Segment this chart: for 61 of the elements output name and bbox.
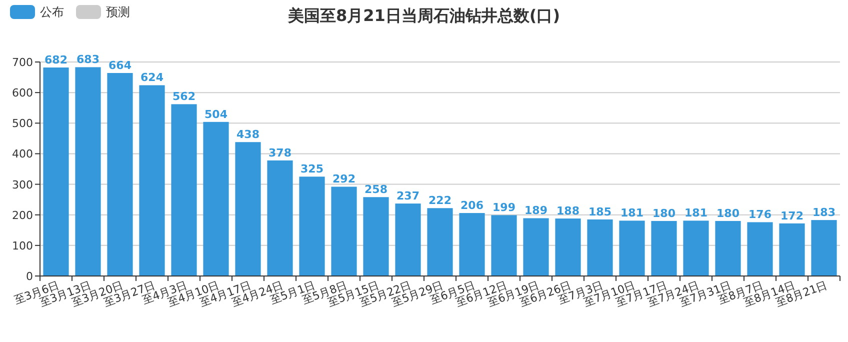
bar — [619, 220, 645, 276]
chart-title: 美国至8月21日当周石油钻井总数(口) — [286, 6, 560, 25]
bar — [235, 142, 261, 276]
bar — [587, 219, 613, 276]
data-label: 237 — [396, 190, 420, 203]
legend-label: 公布 — [40, 5, 64, 19]
bar — [683, 220, 709, 276]
data-label: 183 — [812, 206, 836, 220]
bar — [395, 204, 421, 276]
bar — [747, 222, 773, 276]
data-label: 206 — [460, 199, 484, 212]
bar — [459, 213, 485, 276]
data-label: 258 — [364, 183, 388, 196]
data-label: 181 — [620, 206, 644, 220]
bar — [171, 104, 197, 276]
y-tick-label: 0 — [26, 270, 33, 283]
data-label: 325 — [300, 162, 324, 176]
bar — [555, 218, 581, 276]
data-label: 180 — [652, 206, 676, 220]
bar — [331, 186, 357, 276]
data-label: 181 — [684, 206, 708, 220]
data-label: 189 — [524, 204, 548, 218]
data-label: 438 — [236, 128, 260, 142]
data-label: 292 — [332, 172, 356, 186]
bar — [811, 220, 837, 276]
bar — [299, 176, 325, 276]
data-label: 199 — [492, 201, 516, 214]
y-tick-label: 200 — [12, 208, 33, 222]
data-label: 188 — [556, 204, 580, 218]
bar — [43, 68, 69, 276]
bar — [715, 220, 741, 276]
y-tick-label: 500 — [12, 117, 33, 130]
data-label: 682 — [44, 54, 68, 67]
data-label: 185 — [588, 205, 612, 218]
bar — [107, 73, 133, 276]
bar — [139, 85, 165, 276]
y-tick-label: 300 — [12, 178, 33, 192]
data-label: 378 — [268, 146, 292, 160]
y-tick-label: 400 — [12, 148, 33, 161]
data-label: 504 — [204, 108, 228, 121]
data-label: 172 — [780, 209, 804, 222]
data-label: 562 — [172, 90, 196, 104]
bar — [523, 218, 549, 276]
bar — [779, 223, 805, 276]
data-label: 222 — [428, 194, 452, 208]
data-label: 624 — [140, 71, 164, 84]
data-label: 176 — [748, 208, 772, 222]
bar — [203, 122, 229, 276]
data-label: 664 — [108, 59, 132, 72]
legend-label: 预测 — [106, 5, 130, 19]
data-label: 683 — [76, 53, 100, 66]
y-tick-label: 600 — [12, 86, 33, 100]
data-label: 180 — [716, 206, 740, 220]
y-tick-label: 100 — [12, 239, 33, 252]
y-tick-label: 700 — [12, 56, 33, 69]
bar — [427, 208, 453, 276]
bar — [267, 160, 293, 276]
bar — [363, 197, 389, 276]
bar — [491, 215, 517, 276]
bar — [75, 67, 101, 276]
bar — [651, 220, 677, 276]
